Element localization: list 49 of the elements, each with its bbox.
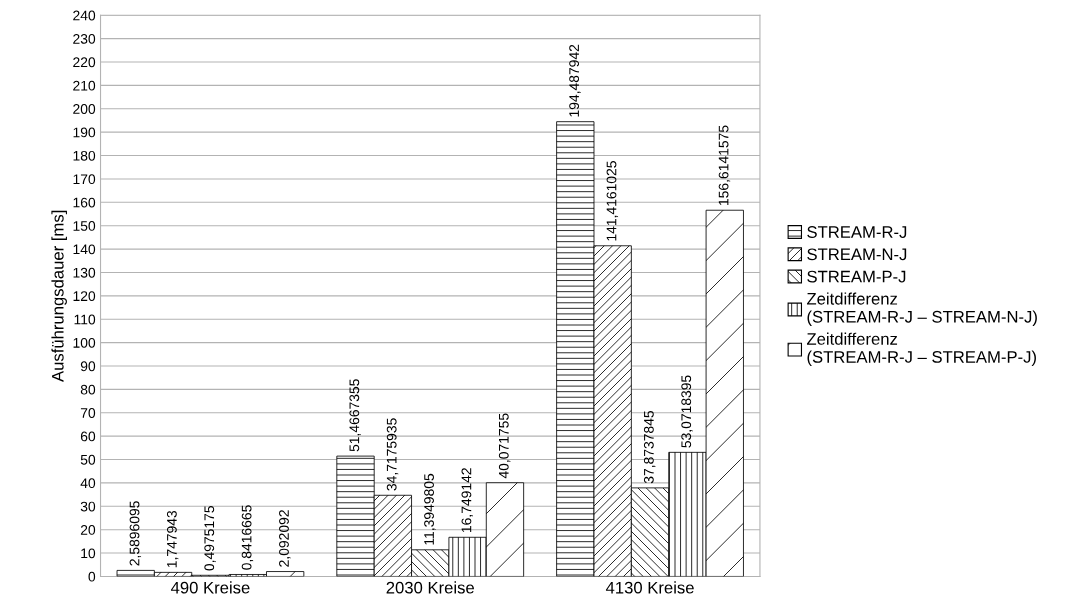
y-tick-label: 70 [80,408,96,418]
y-tick-label: 40 [80,478,96,489]
y-tick-label: 130 [73,267,96,278]
data-label: 40,071755 [498,413,511,479]
y-tick-label: 0 [88,571,96,582]
y-tick-label: 180 [73,150,96,161]
y-tick-label: 220 [73,57,96,68]
y-axis-title: Ausführungsdauer [ms] [51,210,67,382]
data-label: 51,4667355 [349,379,361,452]
y-tick-label: 170 [73,174,96,185]
data-label: 16,749142 [461,468,473,533]
y-tick-label: 200 [73,104,96,114]
legend-label: Zeitdifferenz (STREAM-R-J – STREAM-N-J) [806,292,1037,326]
x-tick-label: 4130 Kreise [605,581,694,594]
legend-label: Zeitdifferenz (STREAM-R-J – STREAM-P-J) [806,332,1036,367]
y-tick-label: 160 [73,197,96,208]
y-tick-label: 30 [80,501,96,512]
data-label: 0,4975175 [204,506,216,571]
data-label: 156,6141575 [718,125,731,206]
y-tick-label: 120 [73,291,96,302]
data-label: 2,5896095 [129,501,142,566]
data-label: 141,4161025 [606,161,619,241]
legend-label: STREAM-R-J [807,226,907,238]
x-tick-label: 2030 Kreise [386,581,474,594]
y-tick-label: 240 [73,10,96,21]
data-label: 37,8737845 [643,410,656,484]
y-tick-label: 10 [81,548,96,559]
y-tick-label: 20 [80,525,96,535]
data-label: 1,747943 [166,510,179,568]
legend-label: STREAM-P-J [807,270,906,283]
y-tick-label: 60 [80,431,96,442]
y-tick-label: 90 [80,361,96,372]
data-label: 0,8416665 [241,505,254,570]
data-label: 2,092092 [279,510,291,567]
y-tick-label: 210 [73,80,96,91]
data-label: 194,487942 [569,44,581,117]
y-tick-label: 150 [73,221,96,231]
y-tick-label: 80 [80,384,96,395]
y-tick-label: 140 [73,244,96,255]
x-tick-label: 490 Kreise [170,581,250,594]
legend-label: STREAM-N-J [807,248,907,261]
data-label: 53,0718395 [681,375,693,448]
y-tick-label: 110 [74,314,96,325]
y-tick-label: 50 [80,454,96,465]
data-label: 34,7175935 [386,418,399,491]
data-label: 11,3949805 [424,473,436,545]
y-tick-label: 230 [73,33,96,44]
y-tick-label: 190 [73,127,96,138]
y-tick-label: 100 [73,337,96,348]
